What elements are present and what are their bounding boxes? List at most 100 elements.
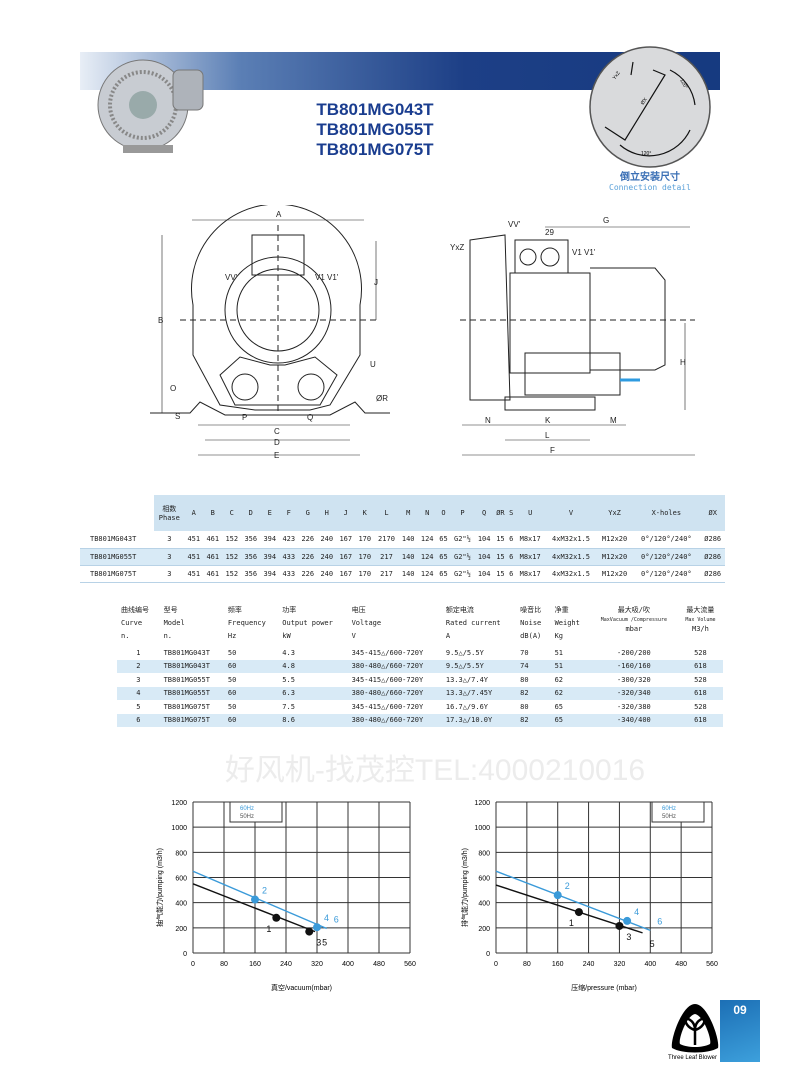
svg-text:H: H xyxy=(680,358,686,367)
point-label: 5 xyxy=(322,938,327,948)
svg-text:120°: 120° xyxy=(678,78,688,90)
header-cn: 电压 xyxy=(351,606,366,614)
data-point-3 xyxy=(305,927,314,936)
perf-cell: 9.5△/5.5Y xyxy=(441,659,517,674)
dim-col-header: ØR xyxy=(493,495,508,531)
model-title-3: TB801MG075T xyxy=(316,140,434,159)
perf-cell: 5 xyxy=(117,700,160,714)
dim-cell: 356 xyxy=(241,565,261,583)
dim-cell: 3 xyxy=(154,548,185,566)
perf-cell: 62 xyxy=(550,686,590,701)
model-title-2: TB801MG055T xyxy=(316,120,434,139)
dim-col-header: G xyxy=(298,495,318,531)
perf-cell: 1 xyxy=(117,646,160,660)
table-row: TB801MG075T 3 451 461 152 356 394 433 226 240 167 1… xyxy=(80,565,725,583)
dim-cell: 104 xyxy=(474,531,494,549)
performance-table: 曲线编号 Curve n. 型号 Model n. 频率 Frequency Hz 功率 Outpu… xyxy=(117,602,723,728)
x-tick-label: 0 xyxy=(494,961,498,968)
model-cell: TB801MG075T xyxy=(80,565,155,583)
perf-cell: 50 xyxy=(223,646,279,660)
data-point-4 xyxy=(623,916,632,925)
perf-cell: TB801MG055T xyxy=(159,686,224,701)
dim-col-header: N xyxy=(417,495,437,531)
header-unit: n. xyxy=(121,632,130,640)
dim-col-header: ØX xyxy=(700,495,725,531)
perf-cell: 74 xyxy=(516,659,551,674)
y-tick-label: 1200 xyxy=(474,800,490,807)
data-point-2 xyxy=(553,891,562,900)
dim-cell: 65 xyxy=(436,548,451,566)
perf-cell: 80 xyxy=(516,673,551,687)
header-unit: A xyxy=(445,632,451,640)
dim-cell: 240 xyxy=(317,548,337,566)
dim-cell: 0°/120°/240° xyxy=(632,531,701,549)
perf-cell: 345-415△/600-720Y xyxy=(347,673,442,687)
dim-cell: 394 xyxy=(260,548,280,566)
perf-cell: 51 xyxy=(550,646,590,660)
dim-cell: 3 xyxy=(154,565,185,583)
header-unit: V xyxy=(351,632,356,640)
svg-text:U: U xyxy=(370,360,376,369)
blower-product-photo xyxy=(97,59,204,153)
dim-cell: Ø286 xyxy=(700,548,725,566)
perf-cell: 60 xyxy=(223,713,279,728)
perf-col-header: 额定电流 Rated current A xyxy=(442,602,516,646)
dim-cell: 226 xyxy=(298,548,318,566)
perf-cell: 50 xyxy=(223,673,279,687)
svg-text:F: F xyxy=(550,446,555,455)
point-label: 2 xyxy=(565,881,570,891)
dim-cell: 152 xyxy=(222,548,242,566)
series-line-60Hz xyxy=(192,870,327,930)
dim-cell: G2"½ xyxy=(450,531,475,549)
dim-cell: 461 xyxy=(203,565,223,583)
model-cell: TB801MG043T xyxy=(80,531,155,549)
perf-cell: 60 xyxy=(223,686,279,701)
table-row: TB801MG043T 3 451 461 152 356 394 423 226 240 167 1… xyxy=(80,531,725,549)
x-tick-label: 400 xyxy=(342,961,354,968)
legend-box xyxy=(651,801,705,823)
perf-col-header: 净重 Weight Kg xyxy=(551,602,590,646)
dim-cell: 152 xyxy=(222,565,242,583)
perf-cell: 65 xyxy=(550,713,590,728)
dim-cell: 356 xyxy=(241,531,261,549)
perf-cell: 618 xyxy=(677,713,723,728)
three-leaf-logo xyxy=(671,1004,719,1053)
header-en: Voltage xyxy=(351,619,382,627)
dim-cell: M8x17 xyxy=(515,548,546,566)
connection-detail-diagram: YxZ ØX 120° 120° xyxy=(589,46,711,168)
dim-col-header: M xyxy=(398,495,418,531)
header-en: Rated current xyxy=(445,619,501,627)
y-tick-label: 200 xyxy=(175,926,187,933)
svg-text:ØX: ØX xyxy=(640,96,649,106)
dim-cell: M8x17 xyxy=(515,531,546,549)
perf-cell: -200/200 xyxy=(589,646,678,660)
model-title-1: TB801MG043T xyxy=(316,100,434,119)
dim-col-header: U xyxy=(515,495,546,531)
table-row: 6 TB801MG075T 60 8.6 380-480△/660-720Y 17.3△/… xyxy=(117,713,723,728)
dim-col-header: F xyxy=(279,495,299,531)
header-en: MaxVacuum /Compressure xyxy=(600,617,668,623)
y-tick-label: 600 xyxy=(478,876,490,883)
dim-cell: 3 xyxy=(154,531,185,549)
dim-cell: 461 xyxy=(203,531,223,549)
svg-text:VV': VV' xyxy=(225,273,238,282)
svg-text:29: 29 xyxy=(545,228,554,237)
header-en: Model xyxy=(163,619,185,627)
header-en: Frequency xyxy=(227,619,266,627)
page-number-box xyxy=(720,1000,760,1062)
x-tick-label: 0 xyxy=(191,961,195,968)
x-tick-label: 160 xyxy=(249,961,261,968)
perf-cell: 82 xyxy=(516,713,551,728)
svg-text:ØR: ØR xyxy=(376,394,388,403)
x-tick-label: 560 xyxy=(706,961,718,968)
data-point-1 xyxy=(272,913,281,922)
perf-cell: -320/380 xyxy=(589,700,678,714)
perf-cell: 5.5 xyxy=(278,673,348,687)
point-label: 4 xyxy=(324,913,329,923)
dim-cell: 240 xyxy=(317,531,337,549)
perf-col-header: 功率 Output power kW xyxy=(278,602,347,646)
side-view-drawing xyxy=(460,226,695,456)
perf-cell: 618 xyxy=(677,659,723,674)
perf-col-header: 噪音比 Noise dB(A) xyxy=(516,602,550,646)
y-tick-label: 0 xyxy=(486,951,490,958)
